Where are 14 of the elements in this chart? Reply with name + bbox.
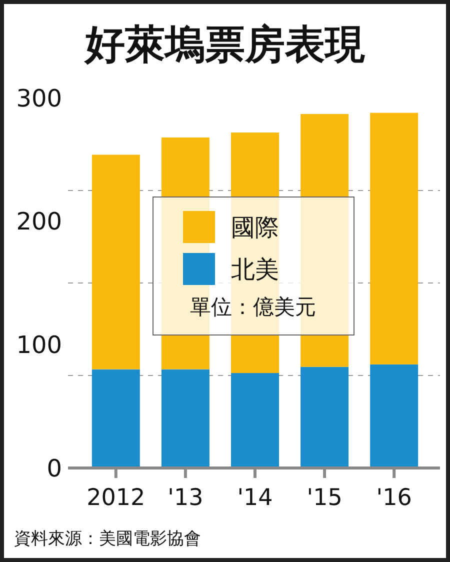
y-tick-label: 200 bbox=[16, 208, 62, 236]
chart-title: 好萊塢票房表現 bbox=[83, 22, 365, 68]
x-tick-label: 2012 bbox=[86, 485, 146, 511]
x-tick-label: '14 bbox=[237, 485, 273, 511]
y-tick-label: 0 bbox=[46, 454, 62, 482]
y-tick-label: 300 bbox=[16, 84, 62, 112]
x-tick-label: '13 bbox=[168, 485, 204, 511]
source-note: 資料來源：美國電影協會 bbox=[14, 529, 201, 549]
legend-label: 國際 bbox=[231, 213, 279, 242]
y-tick-label: 100 bbox=[16, 331, 62, 360]
annotation: 單位：億美元 bbox=[190, 295, 316, 319]
x-tick-label: '15 bbox=[306, 485, 342, 511]
x-tick-label: '16 bbox=[376, 485, 412, 511]
legend-label: 北美 bbox=[231, 255, 279, 284]
